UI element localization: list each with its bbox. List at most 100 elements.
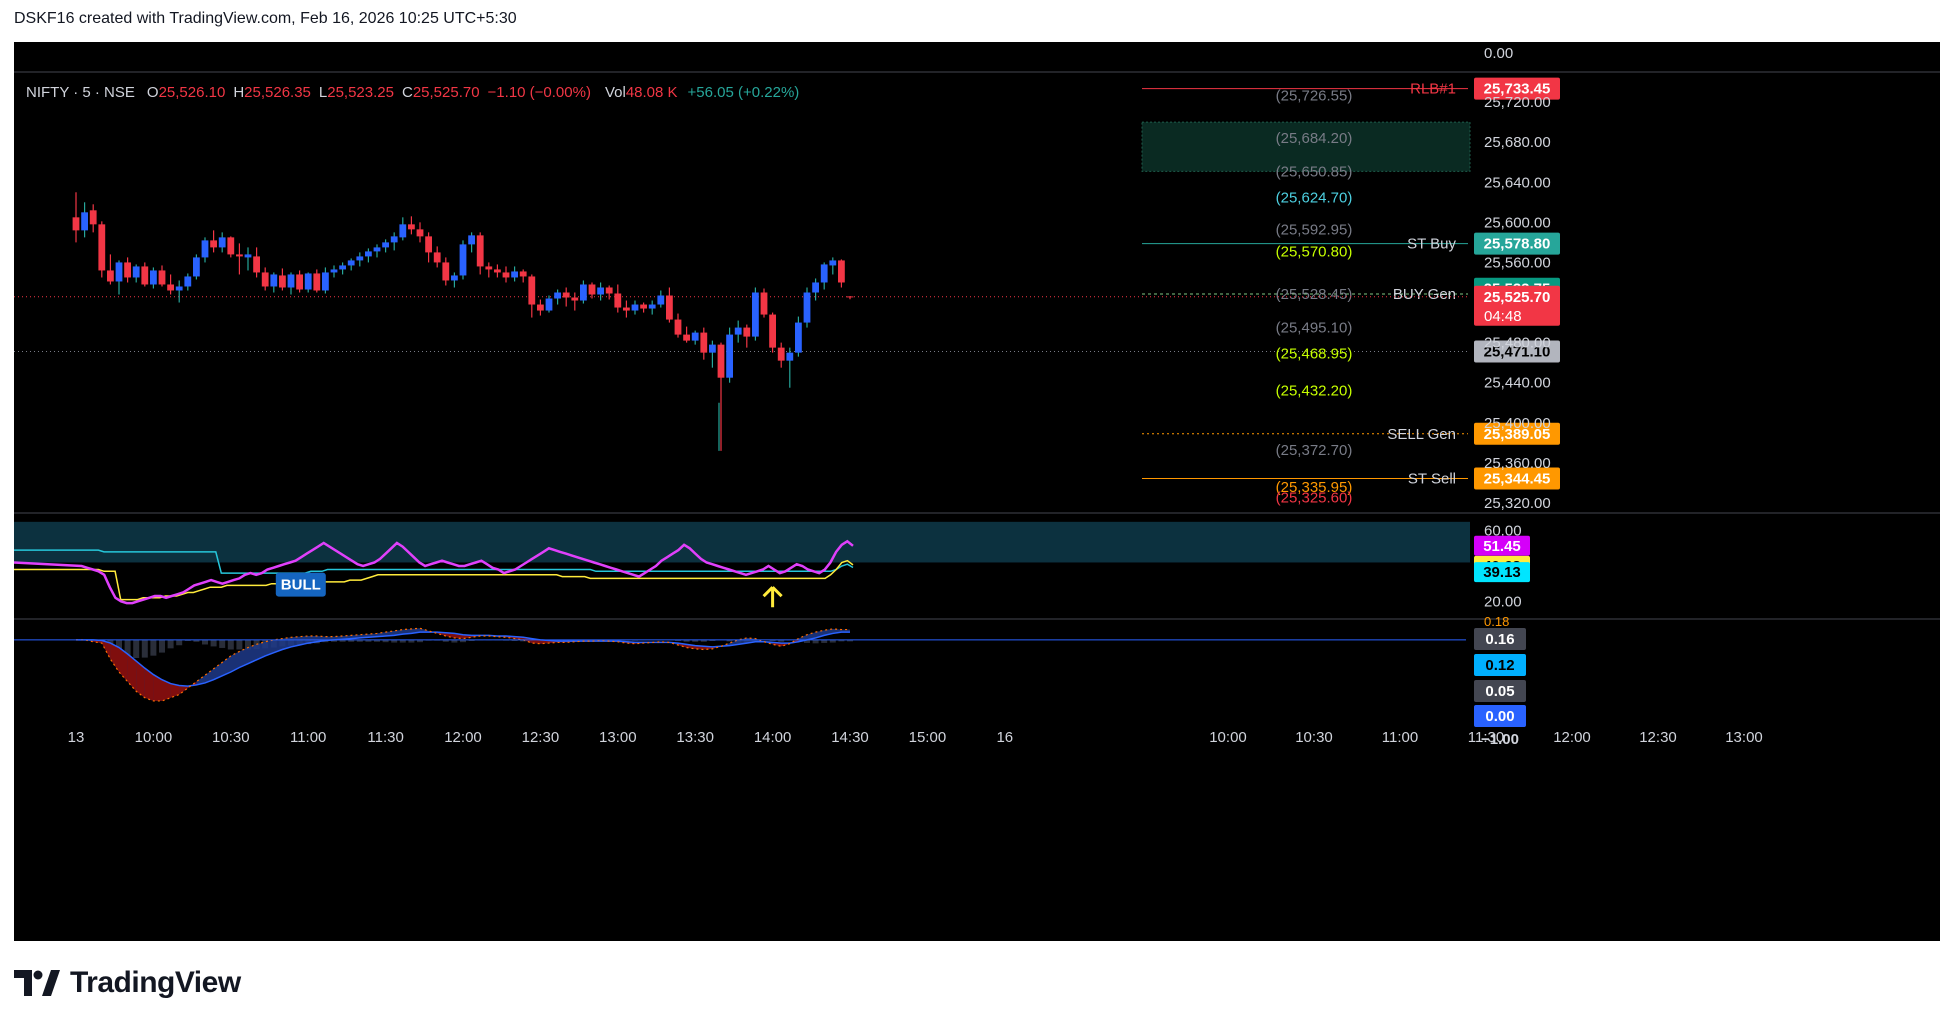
time-tick-1: 10:00: [135, 729, 173, 746]
candle-body-66: [640, 304, 647, 309]
candle-body-6: [124, 262, 131, 278]
macd-hist-87: [821, 639, 828, 643]
macd-hist-32: [348, 639, 355, 642]
candle-body-81: [769, 314, 776, 348]
level-value-label-11: (25,495.10): [1276, 319, 1353, 336]
price-tag-12: 25,471.10: [1484, 344, 1551, 361]
candle-body-1: [81, 212, 88, 231]
rsi-tick-0: 60.00: [1484, 523, 1522, 540]
price-countdown: 04:48: [1484, 308, 1522, 325]
candle-body-24: [279, 275, 286, 288]
candle-body-32: [347, 260, 355, 266]
rsi-line: [14, 539, 854, 605]
macd-hist-43: [442, 639, 449, 642]
macd-hist-51: [511, 639, 518, 642]
legend-high: 25,526.35: [244, 84, 311, 101]
price-tick-1: 25,680.00: [1484, 134, 1551, 151]
candle-body-39: [408, 224, 415, 230]
macd-hist-40: [417, 639, 423, 643]
price-tag-bg-17: [1474, 467, 1560, 490]
macd-hist-34: [365, 639, 372, 642]
price-tick-7: 25,400.00: [1484, 415, 1551, 432]
candle-body-90: [846, 296, 854, 298]
price-tag-bg-0: [1474, 77, 1560, 100]
macd-tag-1: 0.12: [1485, 657, 1514, 674]
price-tick-6: 25,440.00: [1484, 375, 1551, 392]
level-name-label-6: ST Buy: [1407, 236, 1456, 253]
macd-hist-86: [812, 639, 819, 644]
time-tick-0: 13: [68, 729, 85, 746]
time-tick-9: 14:00: [754, 729, 792, 746]
macd-hist-18: [227, 639, 234, 650]
price-tick-3: 25,600.00: [1484, 214, 1551, 231]
macd-hist-85: [804, 639, 810, 643]
time-tick-8: 13:30: [676, 729, 714, 746]
macd-tag-4: −1.00: [1481, 731, 1519, 748]
top-pane-axis-label: 0.00: [1484, 45, 1513, 62]
candle-body-56: [554, 292, 561, 299]
macd-hist-90: [847, 639, 853, 642]
macd-hist-82: [778, 639, 785, 642]
level-name-label-17: ST Sell: [1408, 470, 1456, 487]
time-tick-12: 16: [996, 729, 1013, 746]
macd-hist-52: [520, 639, 527, 642]
chart-frame[interactable]: RLB#1 (25,726.55) (25,684.20) (25,650.85) (2…: [14, 42, 1940, 941]
macd-hist-89: [838, 639, 845, 642]
brand-name: TradingView: [70, 966, 241, 999]
tradingview-logo-icon: [14, 970, 60, 996]
rsi-tick-1: 20.00: [1484, 593, 1522, 610]
legend-close-label: C: [402, 84, 413, 101]
legend-symbol: NIFTY · 5 · NSE: [26, 84, 135, 101]
legend-vol: 48.08 K: [626, 84, 678, 101]
candle-body-21: [253, 256, 260, 273]
candle-body-9: [150, 270, 157, 285]
macd-fill: [76, 628, 850, 701]
candle-body-76: [726, 334, 733, 378]
time-tick-7: 13:00: [599, 729, 637, 746]
legend-low: 25,523.25: [327, 84, 394, 101]
candle-body-34: [365, 251, 372, 257]
macd-bear-fill-10: [162, 679, 171, 701]
level-value-label-5: (25,592.95): [1276, 221, 1353, 238]
macd-hist-20: [245, 639, 251, 650]
candle-body-73: [700, 332, 708, 353]
tradingview-brand[interactable]: TradingView: [14, 966, 241, 1000]
time-tick-5: 12:00: [444, 729, 482, 746]
macd-bear-fill-5: [119, 647, 128, 682]
level-value-label-1: (25,726.55): [1276, 88, 1353, 105]
macd-tag-3: 0.00: [1485, 708, 1514, 725]
candle-body-82: [777, 347, 785, 361]
candle-body-17: [218, 237, 226, 248]
macd-hist-10: [159, 639, 165, 653]
ohlc-legend-text: NIFTY · 5 · NSE O25,526.10 H25,526.35 L25,5…: [26, 84, 799, 101]
candle-body-87: [820, 264, 828, 283]
macd-hist-8: [141, 639, 148, 658]
time-tick-10: 14:30: [831, 729, 869, 746]
price-tick-4: 25,560.00: [1484, 254, 1551, 271]
ohlc-legend: NIFTY · 5 · NSE O25,526.10 H25,526.35 L25,5…: [26, 84, 799, 101]
price-tag-6: 25,578.80: [1484, 236, 1551, 253]
candle-body-10: [158, 270, 166, 285]
candle-body-41: [425, 236, 432, 253]
candle-body-4: [107, 270, 114, 282]
candle-body-46: [468, 235, 475, 245]
time-tick-15: 11:00: [1382, 729, 1418, 746]
level-value-label-4: (25,624.70): [1276, 190, 1353, 207]
candle-body-23: [270, 274, 278, 287]
candle-body-28: [313, 273, 321, 291]
candle-body-62: [605, 287, 613, 294]
chart-canvas[interactable]: RLB#1 (25,726.55) (25,684.20) (25,650.85) (2…: [14, 42, 1940, 941]
chart-credit-header: DSKF16 created with TradingView.com, Feb…: [14, 10, 517, 27]
legend-close: 25,525.70: [413, 84, 480, 101]
candle-body-44: [451, 275, 458, 281]
macd-hist-39: [408, 639, 415, 643]
pane-separators: [14, 71, 1940, 620]
rsi-tag-bg-0: [1474, 535, 1530, 556]
candle-body-8: [141, 266, 149, 285]
macd-hist-13: [184, 639, 191, 642]
macd-tag-bg-0: [1474, 628, 1526, 650]
macd-hist-31: [339, 639, 346, 642]
candle-body-2: [89, 210, 97, 225]
candle-body-5: [115, 262, 123, 282]
macd-bear-fill-8: [144, 668, 154, 701]
